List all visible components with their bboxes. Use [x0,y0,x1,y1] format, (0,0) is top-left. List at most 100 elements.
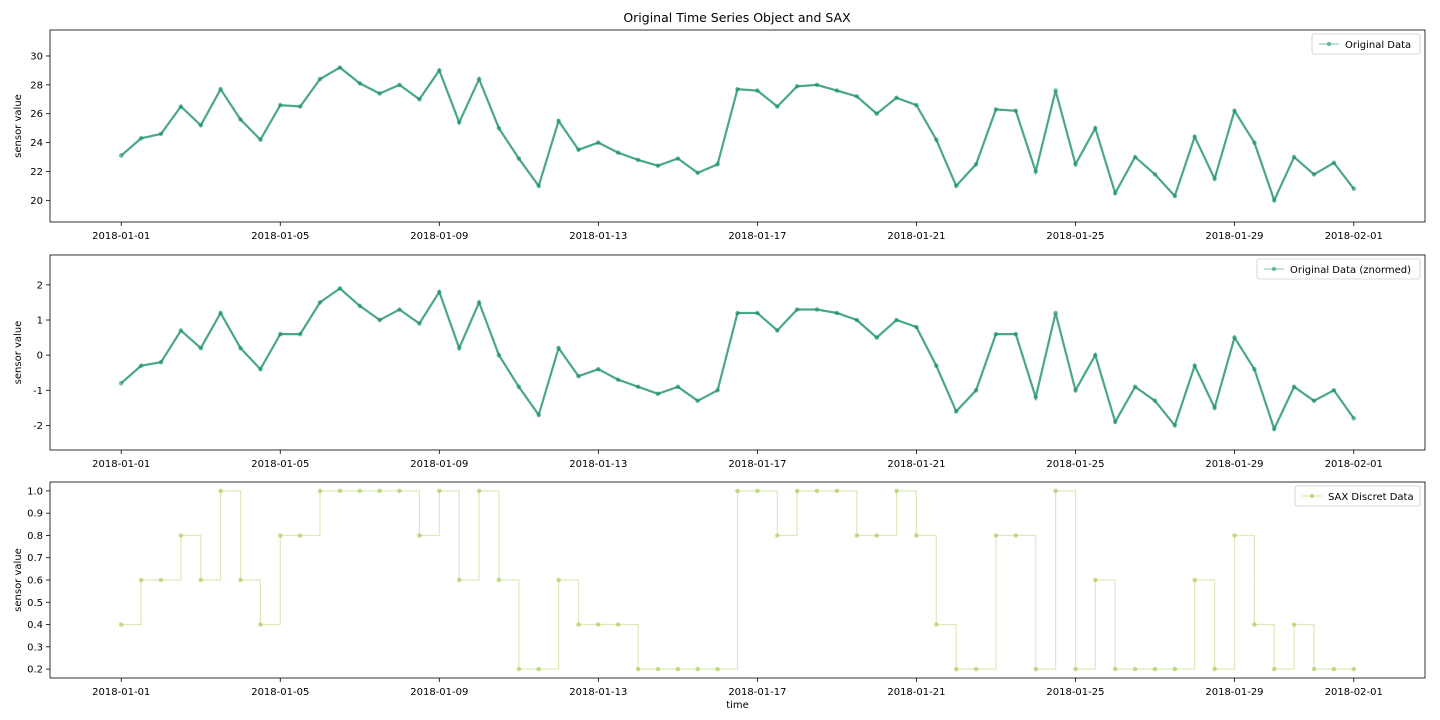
data-point [1232,533,1237,538]
data-point [715,388,720,393]
data-point [377,488,383,494]
data-point [278,533,283,538]
data-point [794,84,800,89]
data-point [655,163,661,168]
data-point [556,577,561,583]
y-tick-label: 30 [30,51,43,62]
data-point [934,363,939,369]
y-tick-label: -1 [33,386,43,397]
data-point [874,335,879,340]
x-tick-label: 2018-01-21 [887,459,945,470]
data-point [1053,310,1058,316]
x-tick-label: 2018-01-21 [887,687,945,698]
data-point [993,107,999,112]
data-point [337,488,343,494]
data-point [496,577,502,583]
data-point [1351,666,1357,672]
x-tick-label: 2018-01-13 [569,231,627,242]
data-point [1252,622,1257,627]
data-point [536,412,541,418]
data-point [1271,426,1277,432]
data-point [158,359,164,365]
data-point [1073,666,1078,672]
data-point [456,577,462,583]
x-tick-label: 2018-01-05 [251,231,309,242]
data-point [138,363,144,369]
data-point [317,76,323,82]
data-point [775,533,780,538]
data-point [1132,154,1138,160]
data-point [1172,193,1178,199]
data-point [178,533,184,538]
legend-box [1311,33,1421,55]
data-point [854,533,860,538]
data-point [615,377,621,383]
data-point [973,666,979,672]
data-point [1311,172,1317,177]
data-point [1112,419,1118,425]
data-point [337,286,343,291]
data-point [655,666,661,672]
data-point [1073,162,1078,167]
data-point [1252,140,1257,145]
data-point [377,91,383,96]
data-point [854,94,860,99]
legend-label: Original Data [1345,40,1411,51]
data-point [118,622,124,627]
data-point [1311,666,1317,672]
x-tick-label: 2018-02-01 [1325,687,1383,698]
data-point [874,111,879,116]
data-point [1291,622,1297,627]
data-point [218,310,223,316]
data-point [1112,666,1118,672]
legend-marker [1326,41,1332,47]
data-point [218,86,223,92]
data-point [158,131,164,137]
data-point [1271,666,1277,672]
data-point [437,289,442,295]
data-point [953,183,959,189]
axes-frame [49,254,1426,451]
data-point [1351,416,1357,421]
data-point [655,391,661,397]
data-point [238,117,243,122]
data-point [198,123,204,128]
data-point [516,156,522,161]
data-point [1271,198,1277,203]
panel-2: 2018-01-01 2018-01-05 2018-01-09 2018-01-13… [13,254,1426,470]
x-tick-label: 2018-01-09 [410,687,468,698]
data-point [1013,108,1019,114]
data-point [1192,577,1197,583]
y-tick-label: 0.7 [27,553,43,564]
data-point [695,170,700,176]
data-point [377,317,383,323]
data-point [635,384,641,390]
series-line [120,287,1355,432]
data-point [258,137,263,142]
x-tick-label: 2018-01-09 [410,459,468,470]
data-point [1331,388,1337,393]
data-point [894,488,899,494]
data-point [1192,134,1197,140]
data-point [1152,398,1158,404]
data-point [1152,172,1158,177]
y-axis-label: sensor value [13,94,24,158]
data-point [715,162,720,167]
x-tick-label: 2018-02-01 [1325,231,1383,242]
data-point [1252,366,1257,372]
data-point [794,307,800,312]
data-point [476,76,482,82]
data-point [178,104,184,109]
data-point [1053,488,1058,494]
panel-1: 2018-01-01 2018-01-05 2018-01-09 2018-01-13… [13,29,1426,242]
y-tick-label: 2 [37,280,43,291]
data-point [496,352,502,358]
data-point [973,388,979,393]
data-point [596,622,601,627]
data-point [1132,666,1138,672]
data-point [1033,395,1038,400]
data-point [437,488,442,494]
y-tick-label: 0.3 [27,642,43,653]
data-point [1013,331,1019,337]
